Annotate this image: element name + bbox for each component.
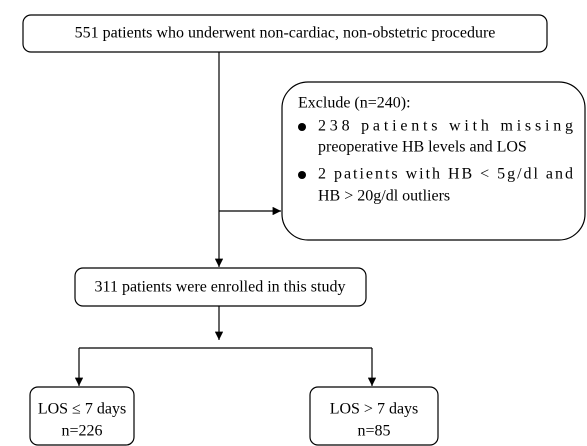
node-label: 551 patients who underwent non-cardiac, … (75, 25, 496, 42)
bullet-text: preoperative HB levels and LOS (318, 139, 527, 156)
node-label: n=226 (61, 423, 102, 440)
bullet (298, 123, 306, 131)
node-box (29, 386, 135, 446)
bullet (298, 171, 306, 179)
exclude-title: Exclude (n=240): (298, 95, 411, 112)
exclude-box (281, 81, 586, 241)
node-label: 311 patients were enrolled in this study (95, 279, 346, 296)
node-box (22, 14, 548, 53)
node-label: LOS ≤ 7 days (38, 401, 126, 418)
node-label: n=85 (357, 423, 390, 440)
node-box (74, 267, 367, 307)
bullet-text: 2 patients with HB < 5g/dl and (318, 166, 573, 183)
bullet-text: HB > 20g/dl outliers (318, 188, 450, 205)
node-box (309, 386, 439, 446)
node-label: LOS > 7 days (330, 401, 419, 418)
